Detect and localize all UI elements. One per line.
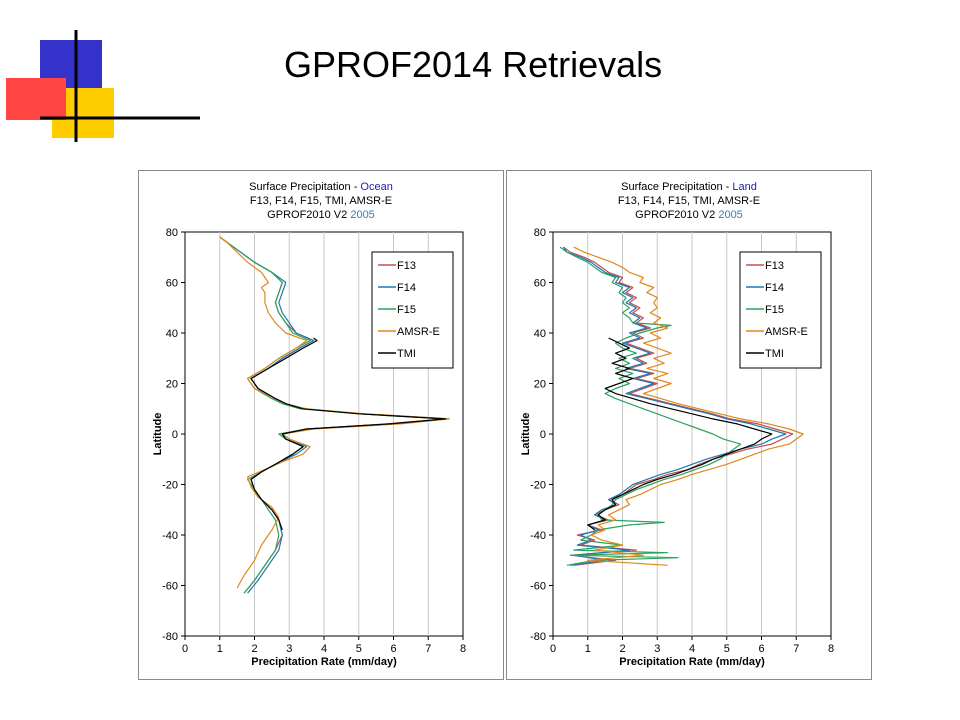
series-line-f13 bbox=[563, 246, 794, 566]
ocean-chart: 0 1 2 3 4 5 6 7 8 80 60 40 20 0 -20 -40 -60 -80 Precipitat… bbox=[152, 227, 466, 668]
x-tick-label: 0 bbox=[182, 643, 188, 655]
x-tick-label: 7 bbox=[425, 643, 431, 655]
y-tick-label: -80 bbox=[530, 631, 546, 643]
series-line-tmi bbox=[250, 337, 447, 531]
chart-title-year: 2005 bbox=[350, 209, 375, 221]
y-tick-label: 40 bbox=[534, 328, 546, 340]
chart-title-prefix: Surface Precipitation - bbox=[621, 181, 733, 193]
y-tick-label: 80 bbox=[534, 227, 546, 239]
y-tick-label: 80 bbox=[166, 227, 178, 239]
legend-entry: F13 bbox=[765, 260, 784, 272]
legend-entry: F15 bbox=[397, 304, 416, 316]
land-chart-panel: Surface Precipitation - Land F13, F14, F… bbox=[506, 170, 872, 680]
x-tick-label: 8 bbox=[828, 643, 834, 655]
y-tick-label: -80 bbox=[162, 631, 178, 643]
y-tick-label: 0 bbox=[172, 429, 178, 441]
x-tick-label: 5 bbox=[724, 643, 730, 655]
y-tick-label: 60 bbox=[166, 278, 178, 290]
x-tick-label: 4 bbox=[321, 643, 327, 655]
y-tick-label: -40 bbox=[162, 530, 178, 542]
x-tick-label: 6 bbox=[390, 643, 396, 655]
legend-entry: TMI bbox=[765, 348, 784, 360]
y-axis-label: Latitude bbox=[520, 413, 532, 456]
chart-title-line1: Surface Precipitation - Ocean bbox=[139, 181, 503, 193]
x-tick-label: 8 bbox=[460, 643, 466, 655]
legend-entry: AMSR-E bbox=[397, 326, 440, 338]
legend-box bbox=[371, 251, 454, 369]
slide-title: GPROF2014 Retrievals bbox=[284, 44, 663, 85]
chart-title-line3: GPROF2010 V2 2005 bbox=[507, 209, 871, 221]
x-tick-label: 2 bbox=[619, 643, 625, 655]
slide-corner-decoration bbox=[6, 30, 200, 142]
land-chart: 0 1 2 3 4 5 6 7 8 80 60 40 20 0 -20 -40 -60 -80 Precipitat… bbox=[520, 227, 834, 668]
y-tick-label: -20 bbox=[530, 480, 546, 492]
legend-entry: TMI bbox=[397, 348, 416, 360]
legend-entry: F14 bbox=[397, 282, 416, 294]
x-tick-label: 7 bbox=[793, 643, 799, 655]
chart-title-line3: GPROF2010 V2 2005 bbox=[139, 209, 503, 221]
legend: F13 F14 F15 AMSR-E TMI bbox=[739, 251, 822, 369]
x-axis-label: Precipitation Rate (mm/day) bbox=[251, 656, 397, 668]
chart-title-version: GPROF2010 V2 bbox=[635, 209, 719, 221]
legend: F13 F14 F15 AMSR-E TMI bbox=[371, 251, 454, 369]
y-tick-label: -40 bbox=[530, 530, 546, 542]
chart-title-year: 2005 bbox=[718, 209, 743, 221]
deco-red-square bbox=[6, 78, 66, 120]
legend-box bbox=[739, 251, 822, 369]
chart-title-highlight: Ocean bbox=[360, 181, 393, 193]
y-tick-label: 20 bbox=[534, 379, 546, 391]
legend-entry: F14 bbox=[765, 282, 784, 294]
legend-entry: F15 bbox=[765, 304, 784, 316]
chart-title-line2: F13, F14, F15, TMI, AMSR-E bbox=[249, 195, 393, 207]
series-line-f15 bbox=[559, 246, 742, 566]
y-tick-label: 20 bbox=[166, 379, 178, 391]
x-tick-label: 3 bbox=[286, 643, 292, 655]
x-tick-label: 5 bbox=[356, 643, 362, 655]
x-tick-label: 1 bbox=[217, 643, 223, 655]
y-tick-label: -60 bbox=[162, 581, 178, 593]
y-tick-label: -20 bbox=[162, 480, 178, 492]
legend-entry: AMSR-E bbox=[765, 326, 808, 338]
series-line-amsr-e bbox=[573, 246, 804, 566]
chart-title-line2: F13, F14, F15, TMI, AMSR-E bbox=[617, 195, 761, 207]
y-tick-label: 0 bbox=[540, 429, 546, 441]
x-tick-label: 1 bbox=[585, 643, 591, 655]
y-tick-label: 40 bbox=[166, 328, 178, 340]
x-tick-label: 6 bbox=[758, 643, 764, 655]
series-line-tmi bbox=[587, 337, 773, 531]
chart-title-version: GPROF2010 V2 bbox=[267, 209, 351, 221]
y-tick-label: 60 bbox=[534, 278, 546, 290]
chart-title-highlight: Land bbox=[732, 181, 757, 193]
y-axis-label: Latitude bbox=[152, 413, 164, 456]
x-tick-label: 2 bbox=[251, 643, 257, 655]
x-tick-label: 3 bbox=[654, 643, 660, 655]
y-tick-label: -60 bbox=[530, 581, 546, 593]
series-line-f14 bbox=[562, 246, 787, 566]
chart-title-line1: Surface Precipitation - Land bbox=[507, 181, 871, 193]
x-tick-label: 0 bbox=[550, 643, 556, 655]
x-axis-label: Precipitation Rate (mm/day) bbox=[619, 656, 765, 668]
legend-entry: F13 bbox=[397, 260, 416, 272]
x-tick-label: 4 bbox=[689, 643, 695, 655]
chart-title-prefix: Surface Precipitation - bbox=[249, 181, 361, 193]
ocean-chart-panel: Surface Precipitation - Ocean F13, F14, … bbox=[138, 170, 504, 680]
